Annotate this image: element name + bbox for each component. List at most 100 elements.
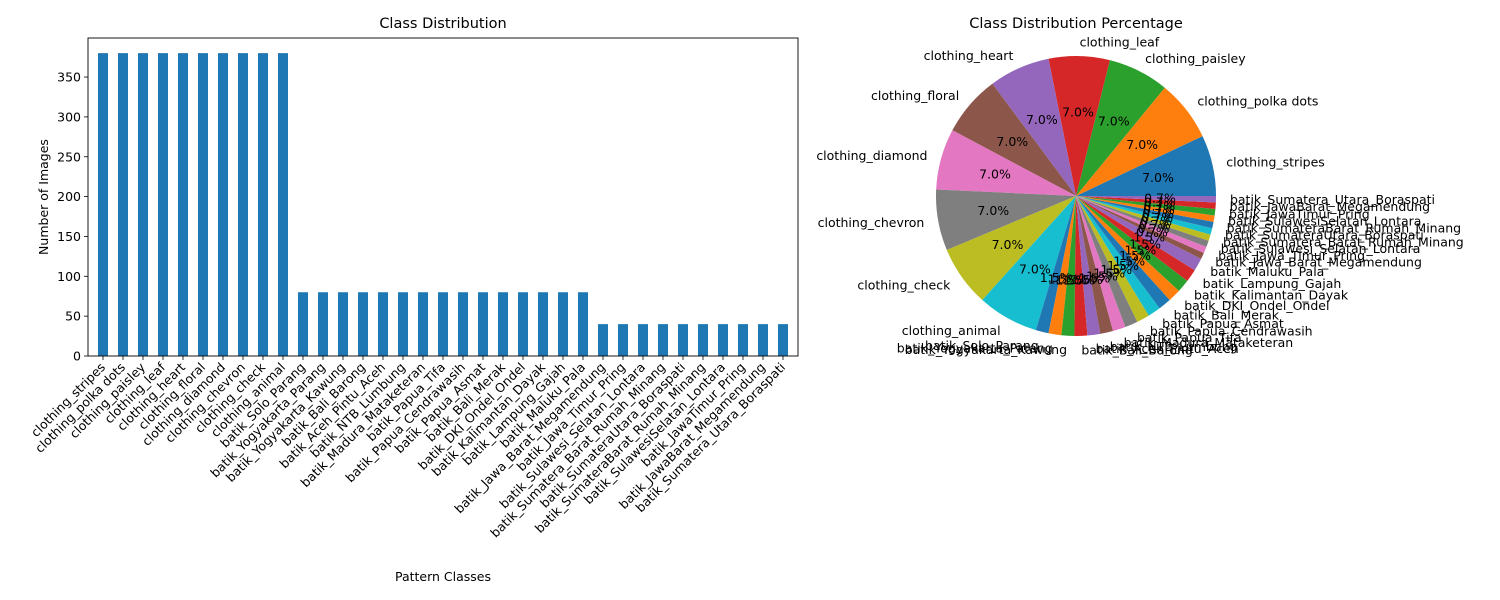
bar-batik-bali-merak bbox=[498, 292, 508, 356]
bar-clothing-diamond bbox=[218, 53, 228, 357]
bar-batik-papua-tifa bbox=[438, 292, 448, 356]
bar-batik-jawa-timur-pring bbox=[618, 324, 628, 356]
pie-wedge-batik-sumatera-utara-boraspati bbox=[1076, 196, 1216, 203]
pie-percent-batik-ntb-lumbung: 1.5% bbox=[1079, 270, 1111, 285]
pie-percent-batik-jawabarat-megamendung: 0.7% bbox=[1144, 194, 1176, 209]
pie-wedge-batik-sumaterabarat-rumah-minang bbox=[1076, 196, 1214, 229]
pie-percent-batik-aceh-pintu-aceh: 1.5% bbox=[1071, 272, 1103, 287]
pie-label-batik-sulawesi-selatan-lontara: batik_Sulawesi_Selatan_Lontara bbox=[1221, 241, 1421, 256]
pie-percent-batik-papua-asmat: 1.5% bbox=[1107, 258, 1139, 273]
pie-wedge-batik-sumaterautara-boraspati bbox=[1076, 196, 1213, 235]
pie-percent-clothing-floral: 7.0% bbox=[996, 134, 1028, 149]
pie-wedge-batik-sulawesi-selatan-lontara bbox=[1076, 196, 1209, 247]
y-tick-label: 300 bbox=[57, 109, 81, 124]
pie-wedge-batik-jawatimur-pring bbox=[1076, 196, 1216, 216]
bar-batik-bali-barong bbox=[358, 292, 368, 356]
pie-percent-clothing-chevron: 7.0% bbox=[977, 203, 1009, 218]
pie-wedge-batik-solo-parang bbox=[1035, 196, 1076, 334]
bar-clothing-check bbox=[258, 53, 268, 357]
pie-percent-batik-jawatimur-pring: 0.7% bbox=[1144, 198, 1176, 213]
bar-batik-maluku-pala bbox=[578, 292, 588, 356]
pie-label-batik-lampung-gajah: batik_Lampung_Gajah bbox=[1203, 276, 1342, 291]
pie-label-batik-ntb-lumbung: batik_NTB_Lumbung bbox=[1110, 339, 1238, 354]
pie-percent-clothing-heart: 7.0% bbox=[1026, 112, 1058, 127]
pie-label-clothing-paisley: clothing_paisley bbox=[1145, 51, 1246, 66]
pie-wedge-batik-dki-ondel-ondel bbox=[1076, 196, 1179, 301]
pie-percent-clothing-check: 7.0% bbox=[992, 237, 1024, 252]
bar-clothing-stripes bbox=[98, 53, 108, 357]
pie-percent-batik-sumatera-barat-rumah-minang: 0.7% bbox=[1140, 214, 1172, 229]
bar-y-ticks: 0 50 100 150 200 250 300 350 bbox=[57, 70, 88, 364]
pie-wedge-batik-yogyakarta-parang bbox=[1048, 196, 1076, 336]
pie-wedge-batik-sulawesiselatan-lontara bbox=[1076, 196, 1215, 222]
y-tick-label: 350 bbox=[57, 70, 81, 85]
bar-chart-title: Class Distribution bbox=[379, 16, 506, 32]
pie-label-batik-sumaterautara-boraspati: batik_SumateraUtara_Boraspati bbox=[1225, 227, 1424, 242]
pie-label-batik-jawatimur-pring: batik_JawaTimur_Pring bbox=[1229, 206, 1370, 221]
pie-label-clothing-floral: clothing_floral bbox=[871, 88, 959, 103]
bar-clothing-floral bbox=[198, 53, 208, 357]
pie-label-clothing-leaf: clothing_leaf bbox=[1080, 35, 1160, 50]
pie-label-batik-solo-parang: batik_Solo_Parang bbox=[925, 338, 1039, 353]
pie-wedge-batik-jawa-timur-pring bbox=[1076, 196, 1207, 253]
bar-clothing-heart bbox=[178, 53, 188, 357]
pie-percent-clothing-polka-dots: 7.0% bbox=[1126, 137, 1158, 152]
pie-label-batik-yogyakarta-kawung: batik_Yogyakarta_Kawung bbox=[905, 342, 1067, 357]
pie-wedge-batik-papua-tifa bbox=[1076, 196, 1138, 327]
pie-wedge-batik-bali-barong bbox=[1074, 196, 1088, 336]
bar-batik-sumatera-barat-rumah-minang bbox=[658, 324, 668, 356]
pie-labels: clothing_stripes clothing_polka dots cloth… bbox=[816, 35, 1463, 358]
pie-wedge-batik-ntb-lumbung bbox=[1076, 196, 1114, 334]
bar-clothing-animal bbox=[278, 53, 288, 357]
bar-batik-jawa-barat-megamendung bbox=[598, 324, 608, 356]
bar-batik-madura-mataketeran bbox=[418, 292, 428, 356]
pie-percent-batik-papua-tifa: 1.5% bbox=[1093, 266, 1125, 281]
bar-batik-sumaterabarat-rumah-minang bbox=[698, 324, 708, 356]
pie-wedge-batik-bali-merak bbox=[1076, 196, 1170, 309]
bar-batik-yogyakarta-kawung bbox=[338, 292, 348, 356]
bar-y-axis-label: Number of Images bbox=[36, 139, 51, 255]
pie-percent-batik-papua-cendrawasih: 1.5% bbox=[1100, 262, 1132, 277]
pie-wedge-batik-kalimantan-dayak bbox=[1076, 196, 1188, 291]
bar-batik-dki-ondel-ondel bbox=[518, 292, 528, 356]
pie-percent-batik-solo-parang: 1.5% bbox=[1040, 270, 1072, 285]
pie-percent-batik-madura-mataketeran: 1.5% bbox=[1086, 268, 1118, 283]
pie-wedge-batik-aceh-pintu-aceh bbox=[1076, 196, 1101, 336]
pie-label-clothing-chevron: clothing_chevron bbox=[818, 215, 925, 230]
pie-wedge-clothing-stripes bbox=[1076, 136, 1216, 196]
pie-percent-batik-sulawesi-selatan-lontara: 0.7% bbox=[1139, 217, 1171, 232]
pie-percent-batik-bali-merak: 1.5% bbox=[1113, 253, 1145, 268]
pie-label-batik-dki-ondel-ondel: batik_DKI_Ondel_Ondel bbox=[1184, 298, 1329, 313]
bar-x-axis-label: Pattern Classes bbox=[395, 569, 491, 584]
pie-wedge-clothing-check bbox=[946, 196, 1076, 301]
pie-wedge-batik-lampung-gajah bbox=[1076, 196, 1195, 281]
y-tick-label: 200 bbox=[57, 189, 81, 204]
pie-label-batik-jawa-barat-megamendung: batik_Jawa_Barat_Megamendung bbox=[1215, 254, 1422, 269]
pie-percent-batik-bali-barong: 1.5% bbox=[1063, 272, 1095, 287]
bar-batik-lampung-gajah bbox=[558, 292, 568, 356]
pie-percent-batik-jawa-barat-megamendung: 0.7% bbox=[1136, 224, 1168, 239]
pie-label-batik-sumatera-utara-boraspati: batik_Sumatera_Utara_Boraspati bbox=[1230, 192, 1435, 207]
pie-percent-batik-kalimantan-dayak: 1.5% bbox=[1124, 242, 1156, 257]
bar-batik-kalimantan-dayak bbox=[538, 292, 548, 356]
pie-percent-clothing-diamond: 7.0% bbox=[979, 166, 1011, 181]
pie-label-batik-kalimantan-dayak: batik_Kalimantan_Dayak bbox=[1194, 287, 1349, 302]
pie-label-batik-sumaterabarat-rumah-minang: batik_SumateraBarat_Rumah_Minang bbox=[1227, 221, 1461, 236]
pie-wedge-clothing-animal bbox=[982, 196, 1076, 331]
pie-wedge-batik-madura-mataketeran bbox=[1076, 196, 1126, 332]
pie-label-batik-madura-mataketeran: batik_Madura_Mataketeran bbox=[1124, 335, 1294, 350]
bar-batik-solo-parang bbox=[298, 292, 308, 356]
pie-wedge-batik-maluku-pala bbox=[1076, 196, 1202, 271]
pie-wedge-clothing-paisley bbox=[1076, 60, 1165, 196]
pie-label-batik-jawabarat-megamendung: batik_JawaBarat_Megamendung bbox=[1230, 199, 1430, 214]
pie-percent-batik-dki-ondel-ondel: 1.5% bbox=[1119, 248, 1151, 263]
pie-wedge-batik-jawabarat-megamendung bbox=[1076, 196, 1216, 210]
pie-wedge-clothing-heart bbox=[992, 58, 1076, 196]
pie-percent-clothing-animal: 7.0% bbox=[1019, 262, 1051, 277]
bar-batik-sumatera-utara-boraspati bbox=[778, 324, 788, 356]
pie-percent-batik-lampung-gajah: 1.5% bbox=[1129, 236, 1161, 251]
pie-percent-batik-jawa-timur-pring: 0.7% bbox=[1138, 221, 1170, 236]
pie-percent-batik-sumaterautara-boraspati: 0.7% bbox=[1141, 210, 1173, 225]
pie-label-batik-bali-merak: batik_Bali_Merak bbox=[1174, 308, 1280, 323]
